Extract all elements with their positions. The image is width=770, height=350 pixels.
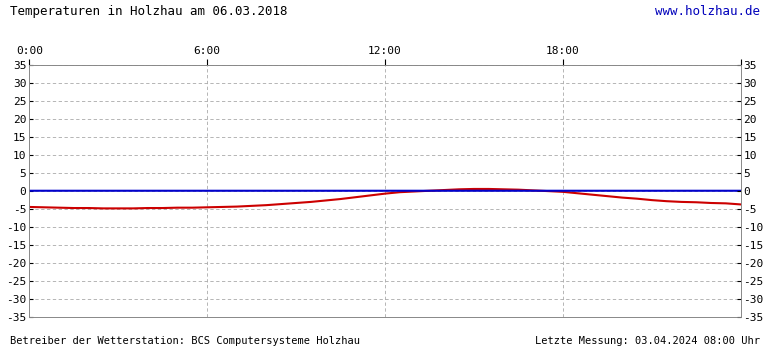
Text: www.holzhau.de: www.holzhau.de xyxy=(655,5,760,18)
Text: Betreiber der Wetterstation: BCS Computersysteme Holzhau: Betreiber der Wetterstation: BCS Compute… xyxy=(10,336,360,346)
Text: Temperaturen in Holzhau am 06.03.2018: Temperaturen in Holzhau am 06.03.2018 xyxy=(10,5,287,18)
Text: Letzte Messung: 03.04.2024 08:00 Uhr: Letzte Messung: 03.04.2024 08:00 Uhr xyxy=(535,336,760,346)
